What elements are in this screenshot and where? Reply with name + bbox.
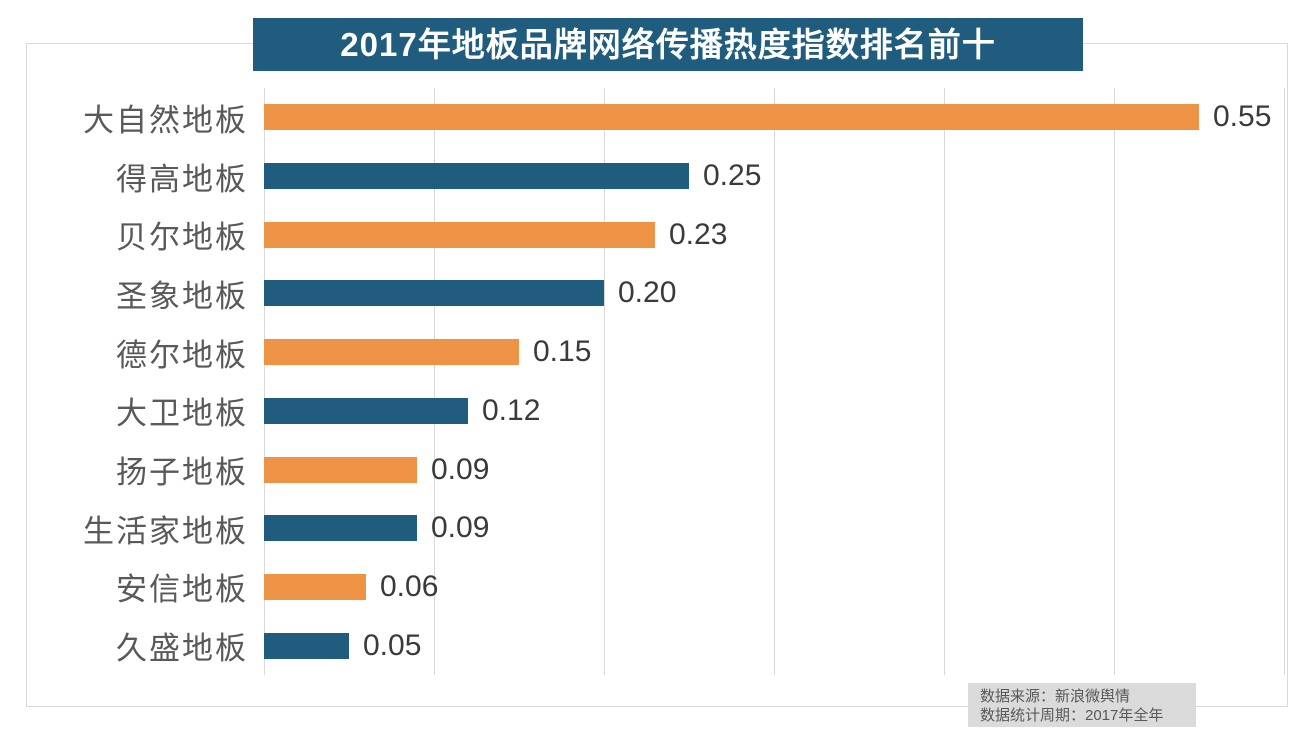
category-label-row: 得高地板 <box>0 147 248 206</box>
category-label-row: 久盛地板 <box>0 616 248 675</box>
gridline-x-0 <box>264 88 265 675</box>
bar-value-label: 0.25 <box>703 159 762 193</box>
bar-row: 0.12 <box>264 382 1284 441</box>
bar-row: 0.25 <box>264 147 1284 206</box>
bar-value-label: 0.09 <box>431 511 490 545</box>
gridline-x-0.1 <box>434 88 435 675</box>
bar-久盛地板 <box>264 632 349 659</box>
bar-生活家地板 <box>264 515 417 542</box>
category-label: 得高地板 <box>116 161 248 197</box>
category-axis: 大自然地板得高地板贝尔地板圣象地板德尔地板大卫地板扬子地板生活家地板安信地板久盛… <box>0 88 248 675</box>
bar-value-label: 0.20 <box>618 276 677 310</box>
bar-value-label: 0.05 <box>363 628 422 662</box>
category-label-row: 安信地板 <box>0 558 248 617</box>
source-note: 数据来源：新浪微舆情 数据统计周期：2017年全年 <box>968 683 1196 727</box>
gridline-x-0.5 <box>1114 88 1115 675</box>
category-label-row: 大自然地板 <box>0 88 248 147</box>
category-label-row: 圣象地板 <box>0 264 248 323</box>
bar-圣象地板 <box>264 280 604 307</box>
bar-row: 0.15 <box>264 323 1284 382</box>
category-label: 德尔地板 <box>116 337 248 373</box>
gridline-x-0.3 <box>774 88 775 675</box>
chart-border-frame <box>26 43 1288 707</box>
bar-安信地板 <box>264 573 366 600</box>
bar-row: 0.09 <box>264 499 1284 558</box>
category-label: 安信地板 <box>116 572 248 608</box>
bar-value-label: 0.55 <box>1213 100 1272 134</box>
category-label-row: 德尔地板 <box>0 323 248 382</box>
plot-area: 0.55 0.25 0.23 0.20 0.15 0.12 0.09 0.09 0.06 0.05 <box>264 88 1285 675</box>
bar-大自然地板 <box>264 104 1199 131</box>
bar-value-label: 0.12 <box>482 393 541 427</box>
bar-value-label: 0.15 <box>533 335 592 369</box>
bar-德尔地板 <box>264 339 519 366</box>
category-label: 扬子地板 <box>116 455 248 491</box>
chart-title: 2017年地板品牌网络传播热度指数排名前十 <box>253 18 1083 71</box>
bar-row: 0.23 <box>264 205 1284 264</box>
bar-row: 0.09 <box>264 440 1284 499</box>
bar-贝尔地板 <box>264 221 655 248</box>
category-label: 生活家地板 <box>83 513 248 549</box>
bar-row: 0.05 <box>264 616 1284 675</box>
bars-layer: 0.55 0.25 0.23 0.20 0.15 0.12 0.09 0.09 0.06 0.05 <box>264 88 1284 675</box>
gridline-x-0.6 <box>1284 88 1285 675</box>
bar-得高地板 <box>264 163 689 190</box>
gridline-x-0.2 <box>604 88 605 675</box>
bar-value-label: 0.06 <box>380 569 439 603</box>
category-label-row: 生活家地板 <box>0 499 248 558</box>
bar-row: 0.20 <box>264 264 1284 323</box>
category-label-row: 贝尔地板 <box>0 205 248 264</box>
gridline-x-0.4 <box>944 88 945 675</box>
source-note-line2: 数据统计周期：2017年全年 <box>980 707 1164 724</box>
category-label: 大卫地板 <box>116 396 248 432</box>
category-label: 贝尔地板 <box>116 220 248 256</box>
category-label: 大自然地板 <box>83 102 248 138</box>
bar-row: 0.55 <box>264 88 1284 147</box>
category-label-row: 扬子地板 <box>0 440 248 499</box>
category-label-row: 大卫地板 <box>0 382 248 441</box>
category-label: 圣象地板 <box>116 278 248 314</box>
bar-大卫地板 <box>264 397 468 424</box>
bar-value-label: 0.09 <box>431 452 490 486</box>
bar-扬子地板 <box>264 456 417 483</box>
category-label: 久盛地板 <box>116 631 248 667</box>
bar-value-label: 0.23 <box>669 217 728 251</box>
bar-row: 0.06 <box>264 558 1284 617</box>
source-note-line1: 数据来源：新浪微舆情 <box>980 688 1131 705</box>
